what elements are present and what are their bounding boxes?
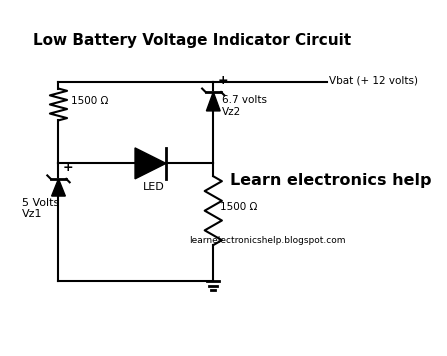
- Text: 1500 Ω: 1500 Ω: [220, 202, 257, 212]
- Text: +: +: [218, 74, 228, 87]
- Text: Learn electronics help: Learn electronics help: [231, 173, 432, 188]
- Text: 6.7 volts
Vz2: 6.7 volts Vz2: [222, 95, 267, 116]
- Text: 5 Volts
Vz1: 5 Volts Vz1: [22, 198, 59, 219]
- Text: learnelectronicshelp.blogspot.com: learnelectronicshelp.blogspot.com: [189, 236, 346, 245]
- Text: +: +: [63, 161, 73, 174]
- Text: Low Battery Voltage Indicator Circuit: Low Battery Voltage Indicator Circuit: [33, 33, 351, 48]
- Text: LED: LED: [143, 182, 165, 192]
- Polygon shape: [207, 92, 220, 111]
- Text: Vbat (+ 12 volts): Vbat (+ 12 volts): [329, 76, 418, 86]
- Polygon shape: [51, 179, 65, 196]
- Polygon shape: [135, 148, 166, 179]
- Text: 1500 Ω: 1500 Ω: [71, 96, 108, 106]
